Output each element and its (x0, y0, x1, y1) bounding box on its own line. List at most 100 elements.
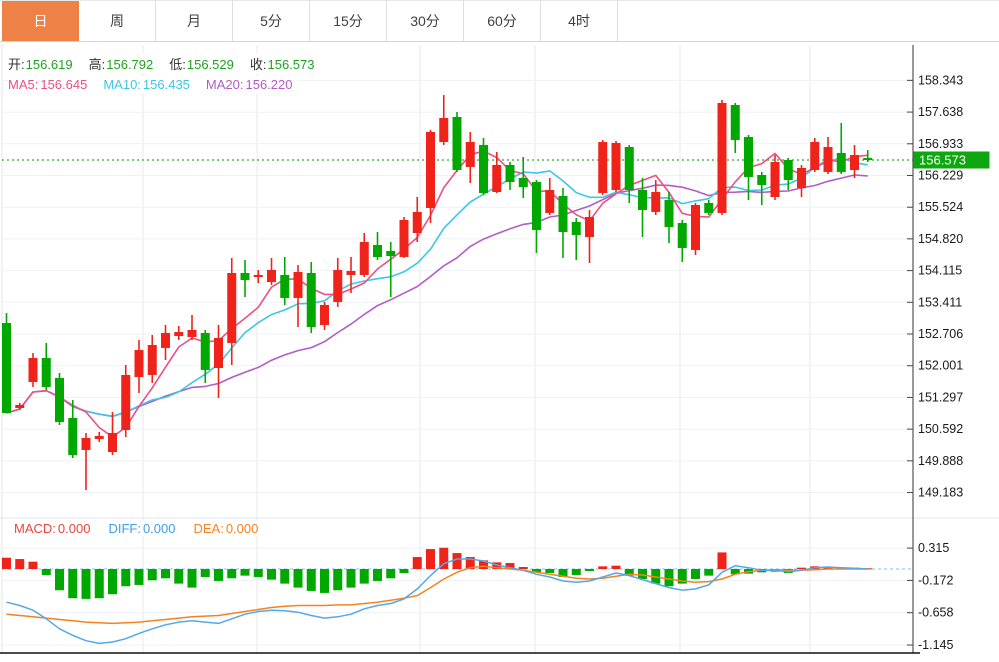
candle (651, 191, 661, 212)
candle (571, 221, 581, 235)
tab-week[interactable]: 周 (79, 1, 156, 41)
price-axis-label: 158.343 (918, 73, 963, 87)
ohlc-high: 高:156.792 (89, 54, 154, 73)
candle (200, 332, 210, 370)
macd-histogram-bar (638, 569, 647, 579)
ma5-label: MA5: (8, 77, 39, 92)
macd-histogram-bar (373, 569, 382, 581)
diff-value: 0.000 (142, 521, 176, 536)
ohlc-open: 开:156.619 (8, 54, 73, 73)
macd-histogram-bar (187, 569, 197, 588)
candle (624, 146, 634, 190)
price-axis-label: 152.001 (918, 359, 963, 373)
price-axis-label: 150.592 (918, 422, 963, 436)
last-price-tag-text: 156.573 (919, 153, 966, 168)
candle (677, 223, 687, 248)
candle (744, 137, 753, 177)
candle (704, 202, 714, 213)
dea-label: DEA: (193, 521, 224, 536)
price-axis-label: 155.524 (918, 200, 963, 214)
candle (810, 142, 820, 170)
macd-histogram-bar (28, 561, 38, 569)
candle (426, 131, 435, 208)
macd-histogram-bar (677, 569, 687, 584)
candle (2, 322, 11, 413)
macd-histogram-bar (55, 569, 64, 591)
candle (187, 329, 197, 337)
macd-histogram-bar (346, 569, 356, 588)
candle (465, 142, 475, 167)
candle (611, 142, 621, 190)
macd-histogram-bar (545, 569, 555, 573)
candle (439, 117, 449, 142)
tab-4hour[interactable]: 4时 (541, 1, 618, 41)
macd-histogram-bar (121, 569, 131, 587)
macd-histogram-bar (598, 566, 608, 569)
tab-5min[interactable]: 5分 (233, 1, 310, 41)
low-value: 156.529 (186, 57, 234, 72)
macd-histogram-bar (214, 569, 223, 581)
candle (757, 174, 767, 185)
candle (28, 358, 38, 382)
tab-30min[interactable]: 30分 (387, 1, 464, 41)
macd-histogram-bar (280, 569, 290, 584)
macd-histogram-bar (558, 569, 568, 577)
ma10-label: MA10: (103, 77, 141, 92)
candle (94, 435, 104, 439)
open-label: 开: (8, 57, 25, 72)
tab-month[interactable]: 月 (156, 1, 233, 41)
candle (373, 245, 382, 257)
price-axis-label: 149.183 (918, 486, 963, 500)
tab-15min[interactable]: 15分 (310, 1, 387, 41)
macd-histogram-bar (15, 559, 25, 569)
candle (227, 272, 237, 343)
macd-histogram-bar (320, 569, 329, 593)
ohlc-close: 收:156.573 (250, 54, 315, 73)
macd-histogram-bar (81, 569, 91, 599)
candle (253, 274, 263, 277)
macd-histogram-bar (439, 547, 449, 569)
macd-histogram-bar (399, 569, 409, 573)
price-axis-label: 154.115 (918, 264, 962, 278)
candle (174, 331, 184, 336)
macd-histogram-bar (412, 557, 422, 569)
macd-histogram-bar (465, 557, 475, 569)
macd-histogram-bar (267, 569, 276, 580)
price-axis-label: 151.297 (918, 390, 963, 404)
macd-histogram-bar (293, 569, 303, 588)
candle (399, 219, 409, 257)
macd-label: MACD: (14, 521, 56, 536)
candle (68, 417, 78, 455)
macd-histogram-bar (306, 569, 316, 591)
ma-ma10: MA10: 156.435 (103, 77, 190, 92)
candle (585, 216, 594, 237)
macd-histogram-bar (611, 565, 621, 569)
macd-histogram-bar (359, 569, 369, 584)
macd-axis-label: -1.145 (918, 638, 953, 652)
macd-histogram-bar (518, 567, 528, 569)
ma20-label: MA20: (205, 77, 244, 92)
ma-ma20: MA20: 156.220 (206, 77, 293, 92)
macd-histogram-bar (227, 569, 237, 579)
macd-histogram-bar (730, 569, 740, 575)
candle (346, 270, 356, 275)
macd-histogram-bar (571, 569, 581, 575)
macd-histogram-bar (333, 569, 343, 591)
macd-histogram-bar (505, 563, 515, 569)
close-label: 收: (249, 57, 267, 72)
price-axis-label: 153.411 (918, 295, 962, 309)
macd-histogram-bar (253, 569, 263, 577)
macd-legend: MACD: 0.000 DIFF: 0.000 DEA: 0.000 (14, 521, 263, 536)
macd-histogram-bar (426, 549, 435, 569)
candle (280, 274, 290, 298)
tab-day[interactable]: 日 (2, 1, 79, 41)
macd-histogram-bar (479, 560, 488, 569)
candle (81, 437, 91, 450)
candle (638, 189, 647, 210)
tab-60min[interactable]: 60分 (464, 1, 541, 41)
candle (267, 269, 276, 282)
candle (333, 269, 343, 302)
candle (492, 164, 502, 192)
